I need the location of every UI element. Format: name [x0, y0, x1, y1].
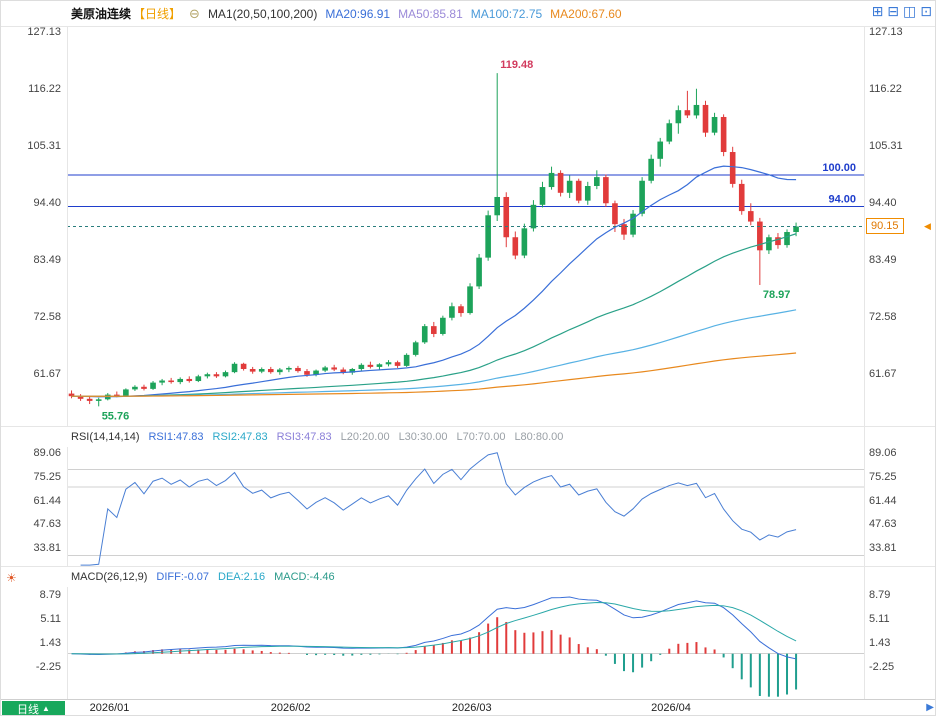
axis-tick-label: 89.06 — [33, 446, 61, 459]
period-label: 日线 — [17, 703, 40, 716]
axis-tick-label: 72.58 — [869, 311, 897, 324]
last-price-tag: 90.15 — [866, 217, 904, 234]
axis-tick-label: 61.67 — [33, 368, 61, 381]
axis-tick-label: 105.31 — [869, 140, 903, 153]
axis-tick-label: 61.67 — [869, 368, 897, 381]
macd-value: MACD:-4.46 — [274, 571, 335, 583]
x-axis-month-label: 2026/02 — [270, 702, 311, 714]
axis-tick-label: 1.43 — [869, 637, 891, 650]
ma20-value: MA20:96.91 — [325, 6, 391, 21]
period-tag: 【日线】 — [133, 7, 182, 21]
rsi-line — [80, 452, 797, 566]
macd-params-label: MACD(26,12,9) — [71, 571, 148, 583]
ma50-line — [71, 233, 797, 398]
macd-histogram — [79, 617, 798, 697]
axis-tick-label: 5.11 — [869, 613, 890, 626]
left-plot-border — [67, 26, 68, 699]
price-annotation: 78.97 — [763, 289, 791, 301]
level-label: 94.00 — [828, 193, 856, 205]
rsi-params-label: RSI(14,14,14) — [71, 431, 140, 443]
main-chart-panel[interactable]: 100.00 94.00 119.48 55.76 78.97 — [67, 26, 864, 426]
price-annotation: 55.76 — [102, 410, 130, 422]
axis-tick-label: 75.25 — [33, 470, 61, 483]
ma20-line — [71, 165, 797, 398]
layout-toolbar: ⊞ ⊟ ◫ ⊡ — [872, 4, 932, 19]
x-axis-month-label: 2026/04 — [651, 702, 691, 714]
l70-level-label: L70:70.00 — [456, 431, 506, 443]
left-price-axis: 127.13 116.22 105.31 94.40 83.49 72.58 61.67 89… — [1, 1, 67, 699]
dea-line — [71, 602, 797, 655]
symbol-title: 美原油连续 — [71, 7, 132, 21]
axis-tick-label: 116.22 — [869, 83, 902, 96]
right-price-axis: 90.15 ◀ 127.13 116.22 105.31 94.40 83.49 72.5… — [865, 1, 935, 699]
rsi-panel[interactable] — [67, 448, 864, 566]
ma100-value: MA100:72.75 — [470, 6, 543, 21]
rsi-header: RSI(14,14,14) RSI1:47.83 RSI2:47.83 RSI3… — [67, 427, 864, 447]
header-separator — [1, 26, 935, 27]
axis-tick-label: 61.44 — [869, 494, 897, 507]
axis-tick-label: 127.13 — [869, 26, 903, 39]
bottom-time-axis: 日线 ▲ ▶ 2026/01 2026/02 2026/03 2026/04 — [1, 699, 935, 716]
axis-tick-label: 89.06 — [869, 446, 897, 459]
candlestick-series — [68, 73, 799, 407]
layout-columns-icon[interactable]: ◫ — [903, 3, 917, 19]
macd-header: MACD(26,12,9) DIFF:-0.07 DEA:2.16 MACD:-… — [67, 567, 864, 587]
l30-level-label: L30:30.00 — [398, 431, 448, 443]
axis-tick-label: 94.40 — [33, 197, 61, 210]
axis-tick-label: 105.31 — [27, 140, 61, 153]
axis-tick-label: 8.79 — [39, 589, 61, 602]
ma50-value: MA50:85.81 — [398, 6, 463, 21]
layout-single-icon[interactable]: ⊡ — [920, 3, 932, 19]
x-axis-month-label: 2026/03 — [451, 702, 492, 714]
axis-tick-label: 94.40 — [869, 197, 897, 210]
price-annotation: 119.48 — [500, 59, 533, 71]
axis-tick-label: 75.25 — [869, 470, 897, 483]
scroll-right-icon[interactable]: ▶ — [926, 702, 934, 713]
diff-line — [71, 596, 797, 660]
layout-rows-icon[interactable]: ⊟ — [887, 3, 900, 19]
axis-tick-label: 61.44 — [33, 494, 61, 507]
diff-value: DIFF:-0.07 — [156, 571, 209, 583]
axis-tick-label: 72.58 — [33, 311, 61, 324]
latest-price-arrow-icon[interactable]: ◀ — [924, 220, 931, 231]
axis-tick-label: 1.43 — [39, 637, 61, 650]
period-arrow-icon: ▲ — [42, 704, 50, 713]
macd-panel[interactable] — [67, 586, 864, 698]
axis-tick-label: 127.13 — [27, 26, 61, 39]
right-plot-border — [864, 26, 865, 699]
axis-tick-label: 83.49 — [869, 254, 897, 267]
rsi3-value: RSI3:47.83 — [276, 431, 332, 443]
ma200-value: MA200:67.60 — [550, 6, 622, 21]
axis-tick-label: 33.81 — [869, 542, 897, 555]
l80-level-label: L80:80.00 — [514, 431, 564, 443]
axis-tick-label: 5.11 — [40, 613, 61, 626]
rsi2-value: RSI2:47.83 — [212, 431, 268, 443]
axis-tick-label: 116.22 — [28, 83, 61, 96]
level-label: 100.00 — [822, 162, 856, 174]
rsi1-value: RSI1:47.83 — [148, 431, 204, 443]
dea-value: DEA:2.16 — [218, 571, 266, 583]
period-selector-button[interactable]: 日线 ▲ — [2, 701, 65, 716]
axis-tick-label: 33.81 — [33, 542, 61, 555]
price-annotations: 119.48 55.76 78.97 — [102, 59, 791, 422]
axis-tick-label: -2.25 — [869, 661, 895, 674]
axis-tick-label: -2.25 — [35, 661, 61, 674]
axis-tick-label: 47.63 — [33, 518, 61, 531]
main-rsi-separator — [1, 426, 935, 427]
ma200-line — [71, 352, 797, 397]
ma-group-label: MA1(20,50,100,200) — [207, 6, 318, 21]
axis-tick-label: 83.49 — [33, 254, 61, 267]
l20-level-label: L20:20.00 — [340, 431, 390, 443]
layout-grid-icon[interactable]: ⊞ — [871, 3, 884, 19]
indicator-sun-icon[interactable]: ☀ — [6, 571, 17, 585]
x-axis-month-label: 2026/01 — [89, 702, 130, 714]
rsi-macd-separator — [1, 566, 935, 567]
axis-tick-label: 8.79 — [869, 589, 891, 602]
axis-tick-label: 47.63 — [869, 518, 897, 531]
collapse-icon[interactable]: ⊖ — [189, 5, 200, 21]
chart-header: 美原油连续 【日线】 ⊖ MA1(20,50,100,200) MA20:96.… — [1, 1, 935, 26]
